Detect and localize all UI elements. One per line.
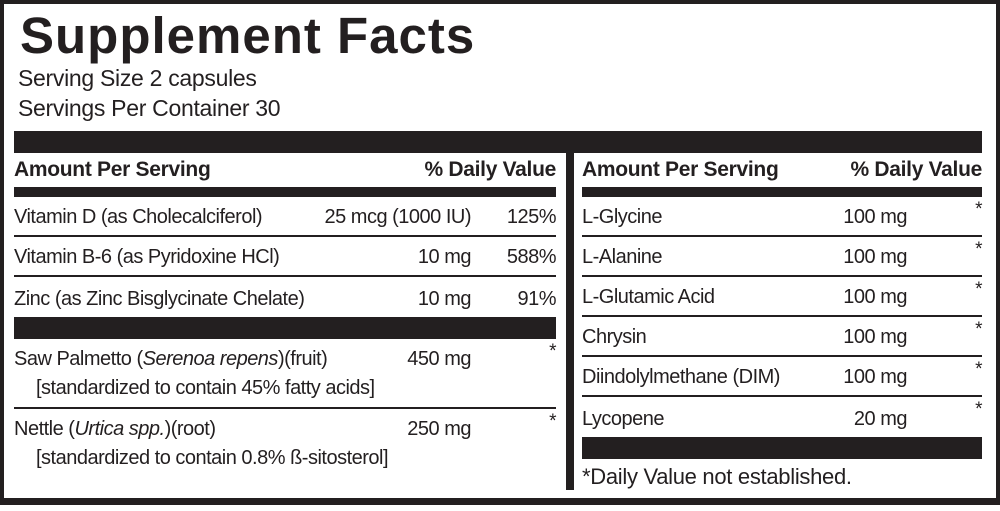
nutrient-daily-value: 588% <box>506 245 557 268</box>
nutrient-name: Nettle (Urtica spp.)(root) <box>14 418 216 441</box>
nutrient-daily-value: * <box>975 318 982 340</box>
name-suffix: )(fruit) <box>277 347 328 370</box>
nutrient-row: Vitamin B-6 (as Pyridoxine HCl) 10 mg 58… <box>14 237 557 277</box>
botanical-row-group: Saw Palmetto (Serenoa repens)(fruit) 450… <box>14 339 557 409</box>
nutrient-name: Vitamin D (as Cholecalciferol) <box>14 205 263 228</box>
standardization-note: [standardized to contain 45% fatty acids… <box>36 376 375 399</box>
nutrient-daily-value: * <box>975 358 982 380</box>
top-divider-bar <box>14 130 982 153</box>
nutrient-amount: 100 mg <box>843 245 907 268</box>
nutrient-amount: 10 mg <box>417 287 472 310</box>
nutrient-amount: 100 mg <box>843 325 907 348</box>
header-amount-label: Amount Per Serving <box>14 157 211 181</box>
header-daily-value-label: % Daily Value <box>850 157 982 181</box>
nutrient-row: L-Glycine 100 mg * <box>582 197 983 237</box>
nutrient-row: Vitamin D (as Cholecalciferol) 25 mcg (1… <box>14 197 557 237</box>
nutrient-name: Chrysin <box>582 325 647 348</box>
nutrient-daily-value: * <box>549 410 556 432</box>
nutrient-row: Nettle (Urtica spp.)(root) 250 mg * <box>14 409 557 447</box>
nutrient-daily-value: * <box>975 398 982 420</box>
nutrient-row: Diindolylmethane (DIM) 100 mg * <box>582 357 983 397</box>
right-column: Amount Per Serving % Daily Value L-Glyci… <box>582 153 983 490</box>
panel-inner: Supplement Facts Serving Size 2 capsules… <box>4 4 996 490</box>
nutrient-row: Chrysin 100 mg * <box>582 317 983 357</box>
daily-value-footnote: *Daily Value not established. <box>582 463 852 489</box>
header-amount-label: Amount Per Serving <box>582 157 779 181</box>
left-column: Amount Per Serving % Daily Value Vitamin… <box>14 153 557 490</box>
nutrient-name: Diindolylmethane (DIM) <box>582 365 780 388</box>
header-underline-bar <box>582 186 982 197</box>
nutrient-amount: 10 mg <box>417 245 472 268</box>
nutrient-name: Zinc (as Zinc Bisglycinate Chelate) <box>14 287 305 310</box>
panel-title: Supplement Facts <box>20 7 476 64</box>
nutrient-row: Saw Palmetto (Serenoa repens)(fruit) 450… <box>14 339 557 377</box>
nutrient-amount: 450 mg <box>407 347 471 370</box>
nutrient-row: Lycopene 20 mg * <box>582 397 983 437</box>
columns-container: Amount Per Serving % Daily Value Vitamin… <box>14 152 983 490</box>
name-prefix: Nettle ( <box>14 417 75 440</box>
name-suffix: )(root) <box>164 417 216 440</box>
latin-name: Serenoa repens <box>142 347 279 370</box>
nutrient-amount: 100 mg <box>843 285 907 308</box>
botanical-row-group: Nettle (Urtica spp.)(root) 250 mg * [sta… <box>14 409 557 477</box>
nutrient-daily-value: * <box>549 340 556 362</box>
nutrient-daily-value: * <box>975 278 982 300</box>
header-underline-bar <box>14 186 556 197</box>
nutrient-daily-value: * <box>975 198 982 220</box>
column-divider <box>566 152 574 490</box>
nutrient-name: L-Glycine <box>582 205 662 228</box>
nutrient-amount: 25 mcg (1000 IU) <box>324 205 471 228</box>
nutrient-name: L-Alanine <box>582 245 663 268</box>
column-gap <box>574 153 582 490</box>
header-daily-value-label: % Daily Value <box>424 157 556 181</box>
nutrient-row: Zinc (as Zinc Bisglycinate Chelate) 10 m… <box>14 277 557 317</box>
name-prefix: Saw Palmetto ( <box>14 347 143 370</box>
column-gap <box>556 153 566 490</box>
servings-per-container: Servings Per Container 30 <box>18 94 281 121</box>
nutrient-daily-value: * <box>975 238 982 260</box>
standardization-note: [standardized to contain 0.8% ß-sitoster… <box>36 446 389 469</box>
nutrient-amount: 100 mg <box>843 365 907 388</box>
left-column-header: Amount Per Serving % Daily Value <box>14 153 556 187</box>
nutrient-daily-value: 91% <box>517 287 556 310</box>
nutrient-amount: 100 mg <box>843 205 907 228</box>
nutrient-daily-value: 125% <box>506 205 557 228</box>
nutrient-name: L-Glutamic Acid <box>582 285 715 308</box>
section-divider-bar <box>582 436 982 459</box>
latin-name: Urtica spp. <box>74 417 165 440</box>
nutrient-name: Vitamin B-6 (as Pyridoxine HCl) <box>14 245 280 268</box>
serving-size: Serving Size 2 capsules <box>18 65 257 92</box>
nutrient-row: L-Glutamic Acid 100 mg * <box>582 277 983 317</box>
nutrient-row: L-Alanine 100 mg * <box>582 237 983 277</box>
nutrient-name: Saw Palmetto (Serenoa repens)(fruit) <box>14 347 328 371</box>
nutrient-amount: 20 mg <box>853 407 908 430</box>
nutrient-amount: 250 mg <box>407 417 471 440</box>
right-column-header: Amount Per Serving % Daily Value <box>582 153 982 187</box>
nutrient-name: Lycopene <box>582 407 665 430</box>
section-divider-bar <box>14 316 556 339</box>
